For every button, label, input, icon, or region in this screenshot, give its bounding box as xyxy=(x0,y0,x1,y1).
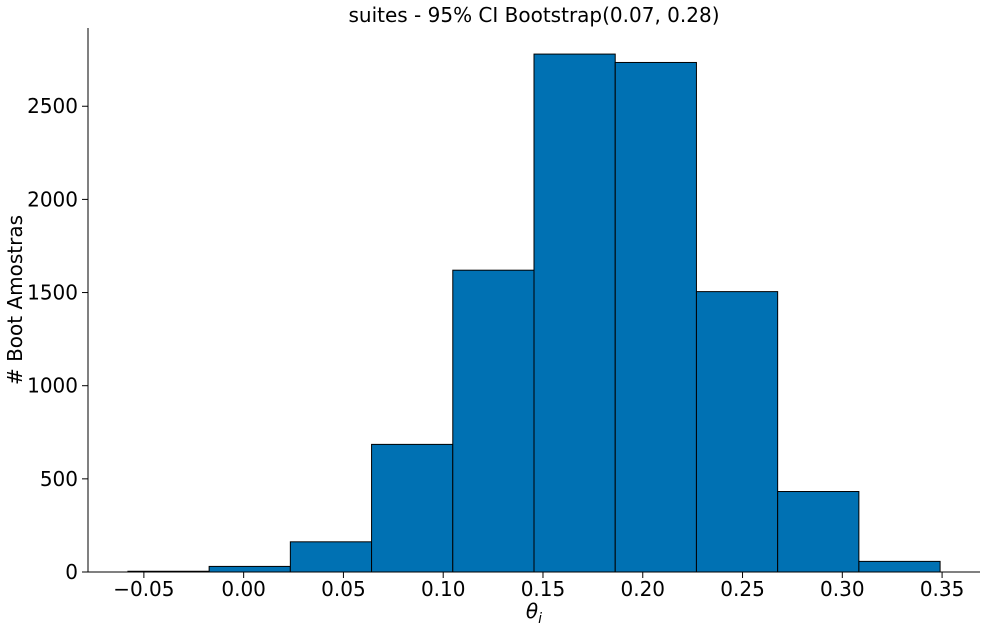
x-axis-label-base: θ xyxy=(526,599,538,623)
y-ticks: 0 500 1000 1500 2000 2500 xyxy=(27,94,88,584)
y-tick-label: 0 xyxy=(65,560,78,584)
y-tick-label: 2000 xyxy=(27,187,78,211)
chart-title: suites - 95% CI Bootstrap(0.07, 0.28) xyxy=(348,3,719,27)
y-axis-label: # Boot Amostras xyxy=(3,215,27,385)
x-tick-label: 0.10 xyxy=(421,577,466,601)
bars-layer xyxy=(127,53,941,573)
histogram-bar-2 xyxy=(289,541,373,573)
x-axis-label-subscript: i xyxy=(538,611,542,627)
y-tick-label: 2500 xyxy=(27,94,78,118)
y-tick-label: 1500 xyxy=(27,281,78,305)
x-ticks: −0.05 0.00 0.05 0.10 0.15 0.20 0.25 0.30 0.35 xyxy=(113,572,964,601)
x-tick-label: 0.30 xyxy=(820,577,865,601)
axes-layer xyxy=(87,28,980,573)
x-tick-label: 0.35 xyxy=(920,577,965,601)
histogram-bar-7 xyxy=(695,291,779,573)
histogram-bar-1 xyxy=(208,565,291,573)
x-tick-label: 0.20 xyxy=(620,577,665,601)
histogram-bar-8 xyxy=(777,491,860,573)
histogram-bar-5 xyxy=(533,53,616,573)
x-tick-label: −0.05 xyxy=(113,577,174,601)
y-tick-label: 1000 xyxy=(27,374,78,398)
x-tick-label: 0.15 xyxy=(521,577,566,601)
x-axis-label: θi xyxy=(526,599,542,627)
x-tick-label: 0.00 xyxy=(221,577,266,601)
x-tick-label: 0.05 xyxy=(321,577,366,601)
histogram-bar-3 xyxy=(371,443,454,573)
x-tick-label: 0.25 xyxy=(720,577,765,601)
histogram-bar-4 xyxy=(452,269,535,573)
histogram-bar-6 xyxy=(614,61,697,573)
histogram-bar-9 xyxy=(858,560,941,573)
y-tick-label: 500 xyxy=(40,467,78,491)
